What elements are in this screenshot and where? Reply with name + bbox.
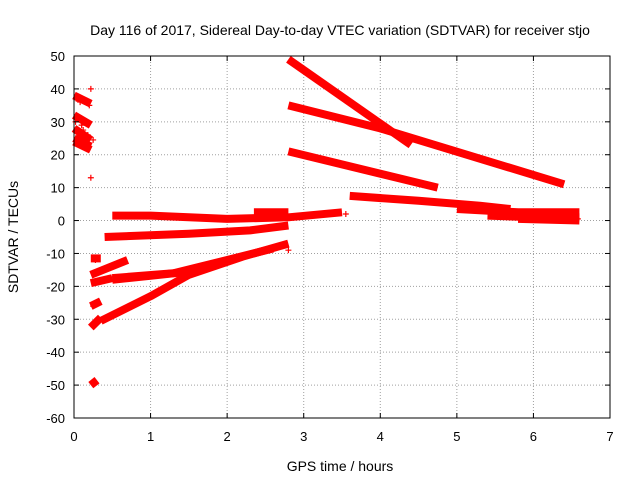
data-track: [112, 208, 343, 223]
data-point: [93, 319, 100, 326]
data-point: [77, 99, 84, 106]
data-point: [74, 130, 81, 137]
data-point: [91, 378, 98, 385]
x-axis-label: GPS time / hours: [287, 458, 394, 474]
y-tick-label: 50: [51, 49, 65, 64]
y-tick-label: 30: [51, 115, 65, 130]
x-tick-label: 0: [70, 429, 77, 444]
data-point: [86, 102, 93, 109]
x-tick-label: 6: [530, 429, 537, 444]
data-point: [78, 122, 85, 129]
y-tick-label: 40: [51, 82, 65, 97]
y-tick-label: -30: [46, 312, 65, 327]
data-track: [89, 256, 130, 279]
data-point: [90, 303, 97, 310]
data-point: [82, 97, 89, 104]
data-point: [90, 136, 97, 143]
data-point: [572, 210, 579, 217]
data-point: [342, 210, 349, 217]
data-point: [80, 127, 87, 134]
data-track: [517, 214, 580, 225]
chart-title: Day 116 of 2017, Sidereal Day-to-day VTE…: [90, 22, 590, 38]
y-tick-label: -40: [46, 345, 65, 360]
x-tick-label: 4: [377, 429, 384, 444]
x-tick-labels: 0 1 2 3 4 5 6 7: [70, 429, 613, 444]
axis-ticks: [73, 55, 611, 419]
data-point: [574, 215, 581, 222]
data-track: [71, 125, 94, 144]
data-track: [72, 138, 93, 154]
x-tick-label: 1: [147, 429, 154, 444]
y-tick-label: 20: [51, 148, 65, 163]
data-point: [84, 131, 91, 138]
data-track: [111, 244, 275, 283]
y-tick-label: 0: [58, 214, 65, 229]
y-tick-label: -10: [46, 246, 65, 261]
data-point: [87, 174, 94, 181]
data-track: [71, 111, 93, 129]
data-track: [287, 147, 439, 192]
x-tick-label: 2: [224, 429, 231, 444]
data-track: [287, 101, 566, 189]
data-point: [87, 85, 94, 92]
y-tick-label: -20: [46, 279, 65, 294]
y-tick-labels: 50 40 30 20 10 0 -10 -20 -30 -40 -50 -60: [46, 49, 65, 426]
data-track: [104, 221, 289, 241]
data-track: [88, 377, 100, 389]
data-track: [89, 274, 114, 287]
y-tick-label: -50: [46, 378, 65, 393]
y-tick-label: 10: [51, 181, 65, 196]
x-tick-label: 7: [606, 429, 613, 444]
plot-frame: [73, 55, 611, 419]
y-tick-label: -60: [46, 411, 65, 426]
data-layer: [71, 56, 581, 389]
y-axis-label: SDTVAR / TECUs: [5, 181, 21, 293]
data-point: [92, 257, 99, 264]
data-point: [285, 247, 292, 254]
data-track: [456, 205, 580, 217]
x-tick-label: 5: [453, 429, 460, 444]
data-track: [89, 297, 103, 310]
x-tick-label: 3: [300, 429, 307, 444]
